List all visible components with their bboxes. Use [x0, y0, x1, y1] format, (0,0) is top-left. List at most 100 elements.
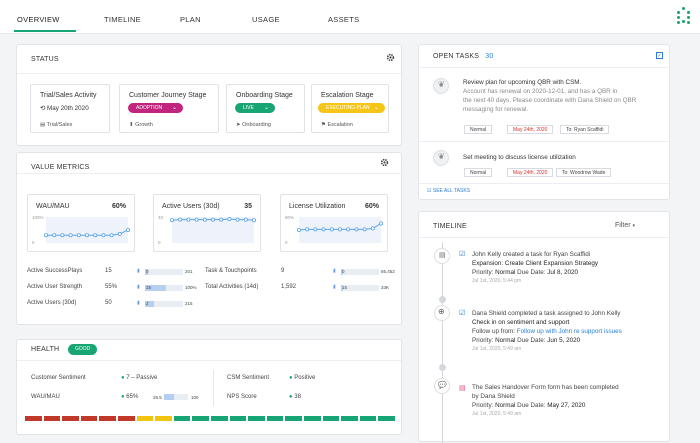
metric-bar-track	[341, 269, 379, 275]
tab-overview[interactable]: OVERVIEW	[17, 15, 60, 24]
onboarding-footer: ➤ Onboarding	[236, 122, 271, 128]
checkbox-icon[interactable]: ✓	[656, 52, 663, 59]
metric-row: Active Users (30d) 50 2 215 ▮	[27, 300, 207, 307]
chevron-down-icon: ⌄	[373, 105, 379, 111]
chart-value: 60%	[364, 203, 379, 210]
data-point	[60, 233, 65, 238]
metric-bar: 15 100% ▮	[137, 284, 197, 291]
metric-bar-track	[341, 285, 379, 291]
data-point	[101, 233, 106, 238]
metric-bar-fill	[145, 269, 148, 275]
data-point	[52, 233, 57, 238]
data-point	[362, 227, 367, 232]
task-text: Review plan for upcoming QBR with CSM. A…	[463, 79, 637, 113]
health-scale-segment	[285, 416, 302, 421]
data-point	[235, 217, 240, 222]
health-scale-segment	[25, 416, 42, 421]
data-point	[227, 216, 232, 221]
follow-up-link[interactable]: Follow up with John re support issues	[516, 328, 622, 335]
bar-to: 215	[185, 301, 193, 306]
health-scale-segment	[359, 416, 377, 421]
active-users-chart: Active Users (30d) 35 40 0	[153, 194, 261, 252]
health-scale-segment	[229, 416, 247, 421]
metric-bar-fill	[341, 285, 343, 291]
status-box-journey: Customer Journey Stage ADOPTION ⌄ ⬆ Growt…	[119, 84, 219, 133]
data-point	[186, 217, 191, 222]
assignee-chip[interactable]: To: Woodrow Wade	[556, 168, 612, 177]
metric-value: ● Positive	[289, 375, 316, 381]
data-point	[338, 227, 343, 232]
axis-tick-label: 0	[158, 240, 161, 245]
chart-label: Active Users (30d)	[162, 203, 220, 210]
wau-mau-chart: WAU/MAU 60% 100% 0	[27, 194, 135, 252]
data-point	[126, 228, 131, 233]
data-point	[76, 233, 81, 238]
checkbox-icon: ☑	[459, 251, 466, 258]
wau-mau-row: WAU/MAU ● 65% 25.5 100	[31, 394, 199, 400]
tab-assets[interactable]: ASSETS	[328, 15, 360, 24]
escalation-footer: ⚑ Escalation	[321, 122, 353, 128]
metric-bar: 0 65,452 ▮	[333, 268, 395, 275]
tab-plan[interactable]: PLAN	[180, 15, 201, 24]
timeline-line	[442, 242, 443, 443]
health-scale-segment	[136, 416, 154, 421]
metric-value: 9	[281, 268, 285, 274]
app-logo-icon	[676, 7, 692, 27]
metric-value: ● 65%	[121, 394, 139, 400]
onboarding-stage-select[interactable]: LIVE ⌄	[235, 103, 275, 113]
bar-chart-icon: ▮	[137, 300, 140, 306]
journey-stage-select[interactable]: ADOPTION ⌄	[128, 103, 183, 113]
data-point	[194, 217, 199, 222]
assignee-chip[interactable]: To: Ryan Scaffidi	[560, 125, 610, 134]
leaf-icon: ❦	[433, 150, 449, 166]
bar-to: 100	[191, 395, 199, 400]
health-title: HEALTH	[31, 346, 60, 353]
status-card: STATUS Trial/Sales Activity ⟲ May 20th 2…	[16, 44, 402, 146]
data-point	[93, 233, 98, 238]
metric-bar-track	[145, 269, 183, 275]
data-point	[354, 227, 359, 232]
bar-to: 65,452	[381, 269, 395, 274]
priority-chip[interactable]: Normal	[464, 125, 493, 134]
data-point	[109, 233, 114, 238]
trial-footer: ▤ Trial/Sales	[40, 122, 73, 128]
target-icon: ⊕	[434, 305, 450, 321]
data-point	[219, 217, 224, 222]
tab-timeline[interactable]: TIMELINE	[104, 15, 141, 24]
data-point	[252, 218, 257, 223]
escalation-stage-select[interactable]: EXECUTING PLAN ⌄	[318, 103, 385, 113]
data-point	[329, 227, 334, 232]
status-box-escalation: Escalation Stage EXECUTING PLAN ⌄ ⚑ Escal…	[311, 84, 389, 133]
see-all-tasks-link[interactable]: ☑ SEE ALL TASKS	[427, 188, 471, 194]
metric-row: Total Activities (14d) 1,592 15 33K ▮	[205, 284, 395, 291]
due-date-chip[interactable]: May 24th, 2020	[507, 125, 554, 134]
customer-sentiment-row: Customer Sentiment ● 7 – Passive	[31, 375, 157, 381]
filter-dropdown[interactable]: Filter ▾	[615, 222, 636, 229]
tab-usage[interactable]: USAGE	[252, 15, 280, 24]
status-box-title: Escalation Stage	[321, 92, 374, 99]
gear-icon[interactable]	[380, 158, 389, 167]
due-date-chip[interactable]: May 24th, 2020	[507, 168, 554, 177]
data-point	[296, 228, 301, 233]
metric-value: ● 7 – Passive	[121, 375, 158, 381]
data-point	[202, 217, 207, 222]
bar-to: 100%	[185, 285, 197, 290]
chart-value: 60%	[111, 203, 126, 210]
health-scale-segment	[248, 416, 265, 421]
metric-bar: 2 215 ▮	[137, 300, 197, 307]
csm-sentiment-row: CSM Sentiment ● Positive	[227, 375, 315, 381]
metric-value: 55%	[105, 284, 118, 290]
nps-score-row: NPS Score ● 38	[227, 394, 301, 400]
bar-to: 33K	[381, 285, 390, 290]
data-point	[169, 218, 174, 223]
timeline-item: John Kelly created a task for Ryan Scaff…	[472, 251, 599, 284]
metric-label: Active Users (30d)	[27, 300, 77, 306]
data-point	[313, 227, 318, 232]
metric-bar-fill	[145, 285, 166, 291]
chat-icon: 💬	[434, 378, 450, 394]
timeline-item: The Sales Handover Form form has been co…	[472, 384, 619, 417]
bar-to: 201	[185, 269, 193, 274]
priority-chip[interactable]: Normal	[464, 168, 493, 177]
data-point	[243, 217, 248, 222]
gear-icon[interactable]	[386, 53, 395, 62]
